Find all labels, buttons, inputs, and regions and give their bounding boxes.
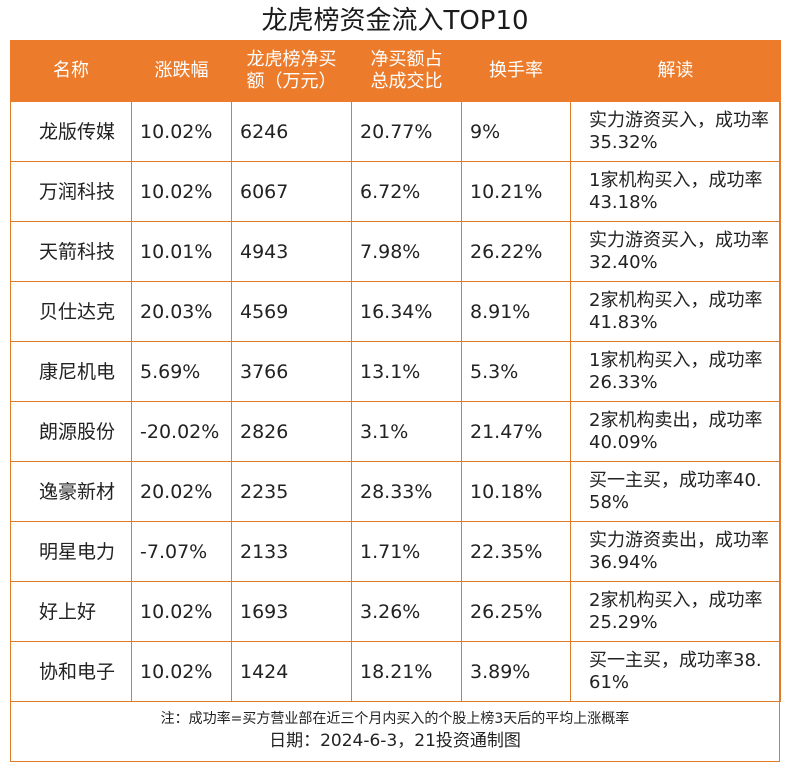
cell-note: 买一主买，成功率40.58% [570,461,781,522]
cell-turnover: 10.18% [461,461,571,522]
cell-net-buy: 6246 [231,101,352,162]
cell-note: 2家机构买入，成功率25.29% [570,581,781,642]
cell-net-buy: 4943 [231,221,352,282]
table-row: 协和电子 10.02% 1424 18.21% 3.89% 买一主买，成功率38… [10,641,781,702]
cell-net-buy: 1424 [231,641,352,702]
table-row: 万润科技 10.02% 6067 6.72% 10.21% 1家机构买入，成功率… [10,161,781,222]
cell-turnover: 3.89% [461,641,571,702]
footnote: 注：成功率=买方营业部在近三个月内买入的个股上榜3天后的平均上涨概率 [160,711,630,727]
cell-turnover: 21.47% [461,401,571,462]
cell-net-buy: 2826 [231,401,352,462]
cell-change: 10.02% [131,161,232,222]
cell-ratio: 3.26% [351,581,462,642]
cell-net-buy: 2133 [231,521,352,582]
table-row: 贝仕达克 20.03% 4569 16.34% 8.91% 2家机构买入，成功率… [10,281,781,342]
cell-ratio: 16.34% [351,281,462,342]
table-row: 好上好 10.02% 1693 3.26% 26.25% 2家机构买入，成功率2… [10,581,781,642]
cell-note: 1家机构买入，成功率26.33% [570,341,781,402]
cell-ratio: 3.1% [351,401,462,462]
cell-note: 实力游资卖出，成功率36.94% [570,521,781,582]
cell-note: 2家机构买入，成功率41.83% [570,281,781,342]
cell-turnover: 9% [461,101,571,162]
table-row: 明星电力 -7.07% 2133 1.71% 22.35% 实力游资卖出，成功率… [10,521,781,582]
data-table: 名称 涨跌幅 龙虎榜净买 额（万元） 净买额占 总成交比 换手率 解读 龙版传媒 1… [10,40,781,702]
table-row: 逸豪新材 20.02% 2235 28.33% 10.18% 买一主买，成功率4… [10,461,781,522]
cell-name: 龙版传媒 [10,101,132,162]
cell-ratio: 6.72% [351,161,462,222]
cell-name: 天箭科技 [10,221,132,282]
cell-note: 2家机构卖出，成功率40.09% [570,401,781,462]
table-row: 天箭科技 10.01% 4943 7.98% 26.22% 实力游资买入，成功率… [10,221,781,282]
table-row: 龙版传媒 10.02% 6246 20.77% 9% 实力游资买入，成功率35.… [10,101,781,162]
header-row: 名称 涨跌幅 龙虎榜净买 额（万元） 净买额占 总成交比 换手率 解读 [10,40,781,102]
table-row: 朗源股份 -20.02% 2826 3.1% 21.47% 2家机构卖出，成功率… [10,401,781,462]
cell-note: 实力游资买入，成功率32.40% [570,221,781,282]
cell-note: 实力游资买入，成功率35.32% [570,101,781,162]
cell-change: -7.07% [131,521,232,582]
date-credit: 日期：2024-6-3，21投资通制图 [269,731,521,751]
cell-ratio: 28.33% [351,461,462,522]
cell-ratio: 7.98% [351,221,462,282]
header-ratio: 净买额占 总成交比 [351,40,462,102]
cell-net-buy: 6067 [231,161,352,222]
cell-turnover: 5.3% [461,341,571,402]
cell-change: 10.02% [131,641,232,702]
cell-turnover: 22.35% [461,521,571,582]
cell-change: 20.03% [131,281,232,342]
header-turnover: 换手率 [461,40,571,102]
cell-ratio: 20.77% [351,101,462,162]
cell-turnover: 10.21% [461,161,571,222]
cell-note: 买一主买，成功率38.61% [570,641,781,702]
cell-ratio: 1.71% [351,521,462,582]
cell-name: 康尼机电 [10,341,132,402]
header-net-buy: 龙虎榜净买 额（万元） [231,40,352,102]
cell-name: 逸豪新材 [10,461,132,522]
cell-net-buy: 2235 [231,461,352,522]
cell-note: 1家机构买入，成功率43.18% [570,161,781,222]
cell-turnover: 26.22% [461,221,571,282]
header-change: 涨跌幅 [131,40,232,102]
cell-ratio: 18.21% [351,641,462,702]
cell-name: 万润科技 [10,161,132,222]
cell-change: 10.02% [131,581,232,642]
cell-name: 贝仕达克 [10,281,132,342]
cell-change: 10.02% [131,101,232,162]
table-row: 康尼机电 5.69% 3766 13.1% 5.3% 1家机构买入，成功率26.… [10,341,781,402]
cell-net-buy: 1693 [231,581,352,642]
header-note: 解读 [570,40,781,102]
cell-turnover: 8.91% [461,281,571,342]
cell-name: 协和电子 [10,641,132,702]
cell-change: 5.69% [131,341,232,402]
cell-name: 朗源股份 [10,401,132,462]
cell-turnover: 26.25% [461,581,571,642]
page-title: 龙虎榜资金流入TOP10 [261,6,529,36]
cell-name: 好上好 [10,581,132,642]
cell-net-buy: 4569 [231,281,352,342]
footer: 注：成功率=买方营业部在近三个月内买入的个股上榜3天后的平均上涨概率 日期：20… [10,703,780,762]
cell-change: -20.02% [131,401,232,462]
cell-change: 20.02% [131,461,232,522]
cell-name: 明星电力 [10,521,132,582]
cell-net-buy: 3766 [231,341,352,402]
header-name: 名称 [10,40,132,102]
cell-change: 10.01% [131,221,232,282]
cell-ratio: 13.1% [351,341,462,402]
